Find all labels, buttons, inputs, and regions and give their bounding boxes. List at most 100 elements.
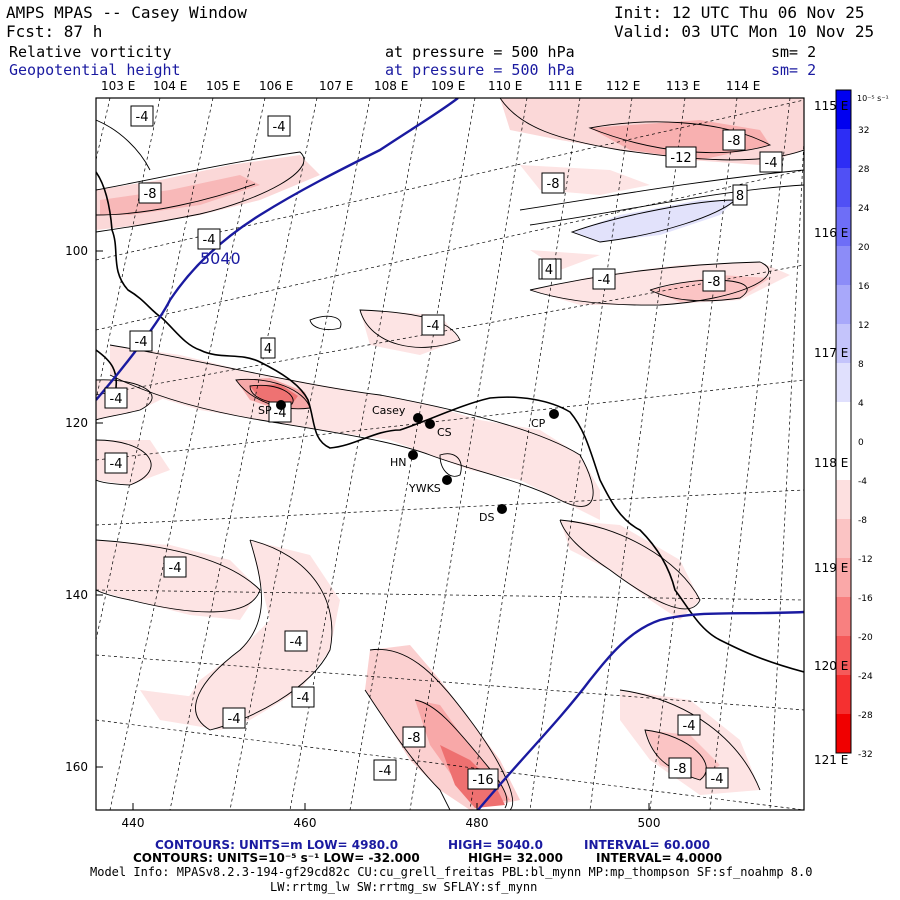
colorbar-label: 12 (858, 321, 869, 331)
footer-height-contours: CONTOURS: UNITS=m LOW= 4980.0 (155, 838, 399, 852)
contour-label-box: -16 (467, 768, 499, 790)
lon-label: 103 E (101, 79, 135, 93)
y-tick-label: 140 (65, 588, 88, 602)
contour-label-box: -8 (702, 270, 726, 292)
contour-label-box: 4 (541, 258, 557, 280)
contour-label-box: -4 (129, 330, 153, 352)
station-marker (425, 419, 435, 429)
colorbar-swatch (836, 597, 851, 636)
lon-label-right: 119 E (814, 561, 848, 575)
footer-vort-high: HIGH= 32.000 (468, 851, 563, 865)
station-label: CP (531, 417, 546, 430)
svg-text:-4: -4 (203, 233, 216, 248)
lon-label-right: 115 E (814, 99, 848, 113)
contour-label-box: -8 (722, 129, 746, 151)
station-marker (408, 450, 418, 460)
colorbar-swatch (836, 129, 851, 168)
colorbar-swatch (836, 207, 851, 246)
colorbar-swatch (836, 480, 851, 519)
lon-label-right: 121 E (814, 753, 848, 767)
lon-label: 113 E (666, 79, 700, 93)
svg-text:-4: -4 (765, 156, 778, 171)
x-tick-label: 500 (638, 816, 661, 830)
station-label: HN (390, 456, 407, 469)
stations: SP Casey CS CP HN YWKS DS (258, 400, 559, 524)
field1-name: Relative vorticity (9, 43, 172, 61)
colorbar-swatch (836, 363, 851, 402)
colorbar-label: 24 (858, 204, 870, 214)
vorticity-contours (96, 98, 804, 810)
colorbar-swatch (836, 90, 851, 129)
colorbar-swatch (836, 168, 851, 207)
svg-text:-4: -4 (274, 406, 287, 421)
svg-text:-4: -4 (711, 772, 724, 787)
contour-label-box: -4 (130, 105, 154, 127)
contour-label-box: 4 (260, 337, 276, 359)
svg-text:-16: -16 (472, 773, 493, 788)
svg-text:-4: -4 (598, 273, 611, 288)
contour-label-box: -4 (759, 151, 783, 173)
svg-text:4: 4 (545, 263, 553, 278)
svg-text:-4: -4 (379, 764, 392, 779)
svg-text:-4: -4 (228, 712, 241, 727)
colorbar-label: -20 (858, 633, 873, 643)
svg-text:-4: -4 (273, 120, 286, 135)
x-tick-label: 480 (466, 816, 489, 830)
lon-label-right: 118 E (814, 456, 848, 470)
lon-label: 110 E (488, 79, 522, 93)
svg-text:-4: -4 (290, 635, 303, 650)
colorbar: 32 28 24 20 16 12 8 4 0 -4 -8 -12 -16 -20 -24 -28 -32 10⁻… (835, 89, 889, 760)
colorbar-swatch (836, 402, 851, 441)
y-tick-label: 160 (65, 760, 88, 774)
lon-label: 112 E (606, 79, 640, 93)
colorbar-label: 0 (858, 438, 864, 448)
footer-height-high: HIGH= 5040.0 (448, 838, 543, 852)
station-marker (276, 400, 286, 410)
svg-text:-4: -4 (427, 319, 440, 334)
station-marker (413, 413, 423, 423)
colorbar-border (835, 89, 852, 754)
colorbar-swatch (836, 519, 851, 558)
contour-label-box: -4 (163, 556, 187, 578)
station-marker (497, 504, 507, 514)
colorbar-swatch (836, 441, 851, 480)
contour-label-box: -4 (705, 767, 729, 789)
contour-label-box: -4 (677, 714, 701, 736)
colorbar-swatch (836, 558, 851, 597)
colorbar-swatch (836, 636, 851, 675)
axis-ticks (96, 250, 650, 810)
lon-label-right: 117 E (814, 346, 848, 360)
colorbar-swatch (836, 714, 851, 753)
station-marker (442, 475, 452, 485)
contour-label-box: -4 (284, 630, 308, 652)
lon-label: 104 E (153, 79, 187, 93)
contour-label-box: -4 (291, 686, 315, 708)
colorbar-label: -16 (858, 594, 873, 604)
svg-text:-4: -4 (110, 457, 123, 472)
svg-text:-8: -8 (144, 187, 157, 202)
contour-label-box: -8 (402, 726, 426, 748)
field2-level: at pressure = 500 hPa (385, 61, 575, 79)
lon-label: 105 E (206, 79, 240, 93)
y-tick-label: 100 (65, 244, 88, 258)
contour-label-box: -4 (104, 452, 128, 474)
footer-height-interval: INTERVAL= 60.000 (584, 838, 711, 852)
footer-model-info: Model Info: MPASv8.2.3-194-gf29cd82c CU:… (90, 865, 813, 879)
svg-text:-4: -4 (169, 561, 182, 576)
colorbar-label: 8 (858, 360, 864, 370)
colorbar-label: 32 (858, 126, 869, 136)
svg-text:-8: -8 (708, 275, 721, 290)
svg-text:8: 8 (736, 189, 744, 204)
station-label: DS (479, 511, 494, 524)
x-tick-label: 440 (122, 816, 145, 830)
svg-text:-4: -4 (136, 110, 149, 125)
svg-text:-4: -4 (683, 719, 696, 734)
x-tick-label: 460 (294, 816, 317, 830)
contour-label-box: -8 (668, 757, 692, 779)
colorbar-label: -24 (858, 672, 873, 682)
colorbar-label: -8 (858, 516, 867, 526)
footer-vort-contours: CONTOURS: UNITS=10⁻⁵ s⁻¹ LOW= -32.000 (133, 851, 420, 865)
colorbar-swatch (836, 285, 851, 324)
colorbar-label: -4 (858, 477, 867, 487)
